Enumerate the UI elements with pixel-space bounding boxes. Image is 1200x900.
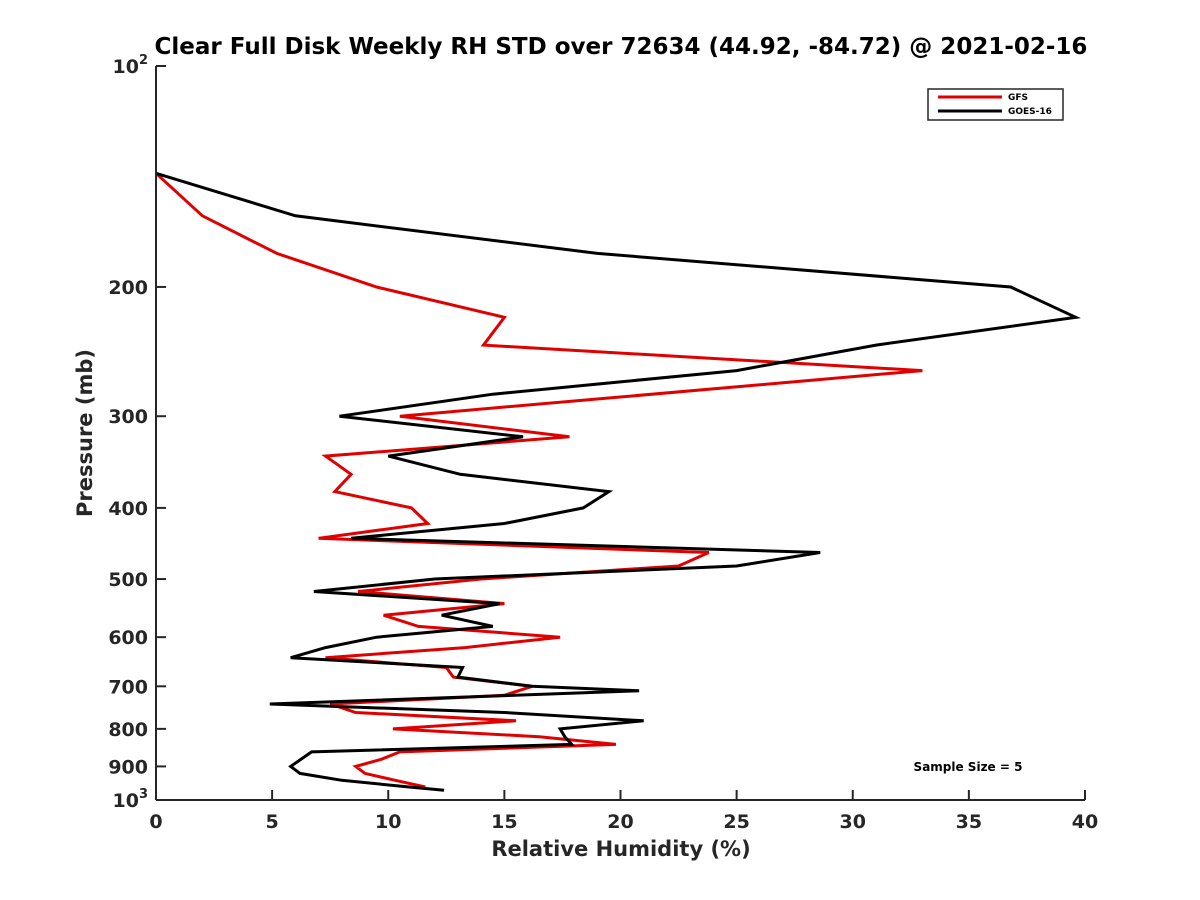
y-tick-label: 500 <box>108 569 148 591</box>
chart-title: Clear Full Disk Weekly RH STD over 72634… <box>155 34 1088 60</box>
x-tick-label: 5 <box>266 811 279 833</box>
y-tick-label: 400 <box>108 498 148 520</box>
y-tick-label-exponent: 2 <box>139 53 148 68</box>
y-tick-label: 300 <box>108 406 148 428</box>
y-tick-label: 102 <box>113 53 149 78</box>
y-tick-label: 800 <box>108 719 148 741</box>
series-line-gfs <box>154 172 923 789</box>
y-tick-label-base: 10 <box>113 790 139 812</box>
x-tick-label: 10 <box>375 811 401 833</box>
x-axis-label: Relative Humidity (%) <box>491 837 750 861</box>
sample-size-annotation: Sample Size = 5 <box>914 760 1023 774</box>
x-ticks: 0 5 10 15 20 25 30 35 40 <box>149 790 1098 833</box>
x-tick-label: 35 <box>956 811 982 833</box>
y-tick-label-exponent: 3 <box>139 787 148 802</box>
x-tick-label: 30 <box>840 811 866 833</box>
legend: GFS GOES-16 <box>927 88 1064 121</box>
x-tick-label: 15 <box>491 811 517 833</box>
y-tick-label: 103 <box>113 787 149 812</box>
x-tick-label: 20 <box>607 811 633 833</box>
y-tick-label: 900 <box>108 756 148 778</box>
y-tick-label: 700 <box>108 676 148 698</box>
y-axis-label: Pressure (mb) <box>73 349 97 517</box>
y-tick-label: 200 <box>108 277 148 299</box>
x-tick-label: 40 <box>1072 811 1098 833</box>
y-tick-label-base: 10 <box>113 56 139 78</box>
series-line-goes16 <box>155 171 1081 792</box>
x-tick-label: 0 <box>149 811 162 833</box>
legend-box <box>927 88 1064 121</box>
x-tick-label: 25 <box>723 811 749 833</box>
y-tick-label: 600 <box>108 627 148 649</box>
legend-label-gfs: GFS <box>1008 93 1028 103</box>
legend-label-goes16: GOES-16 <box>1008 107 1052 117</box>
series-layer <box>154 171 1081 792</box>
